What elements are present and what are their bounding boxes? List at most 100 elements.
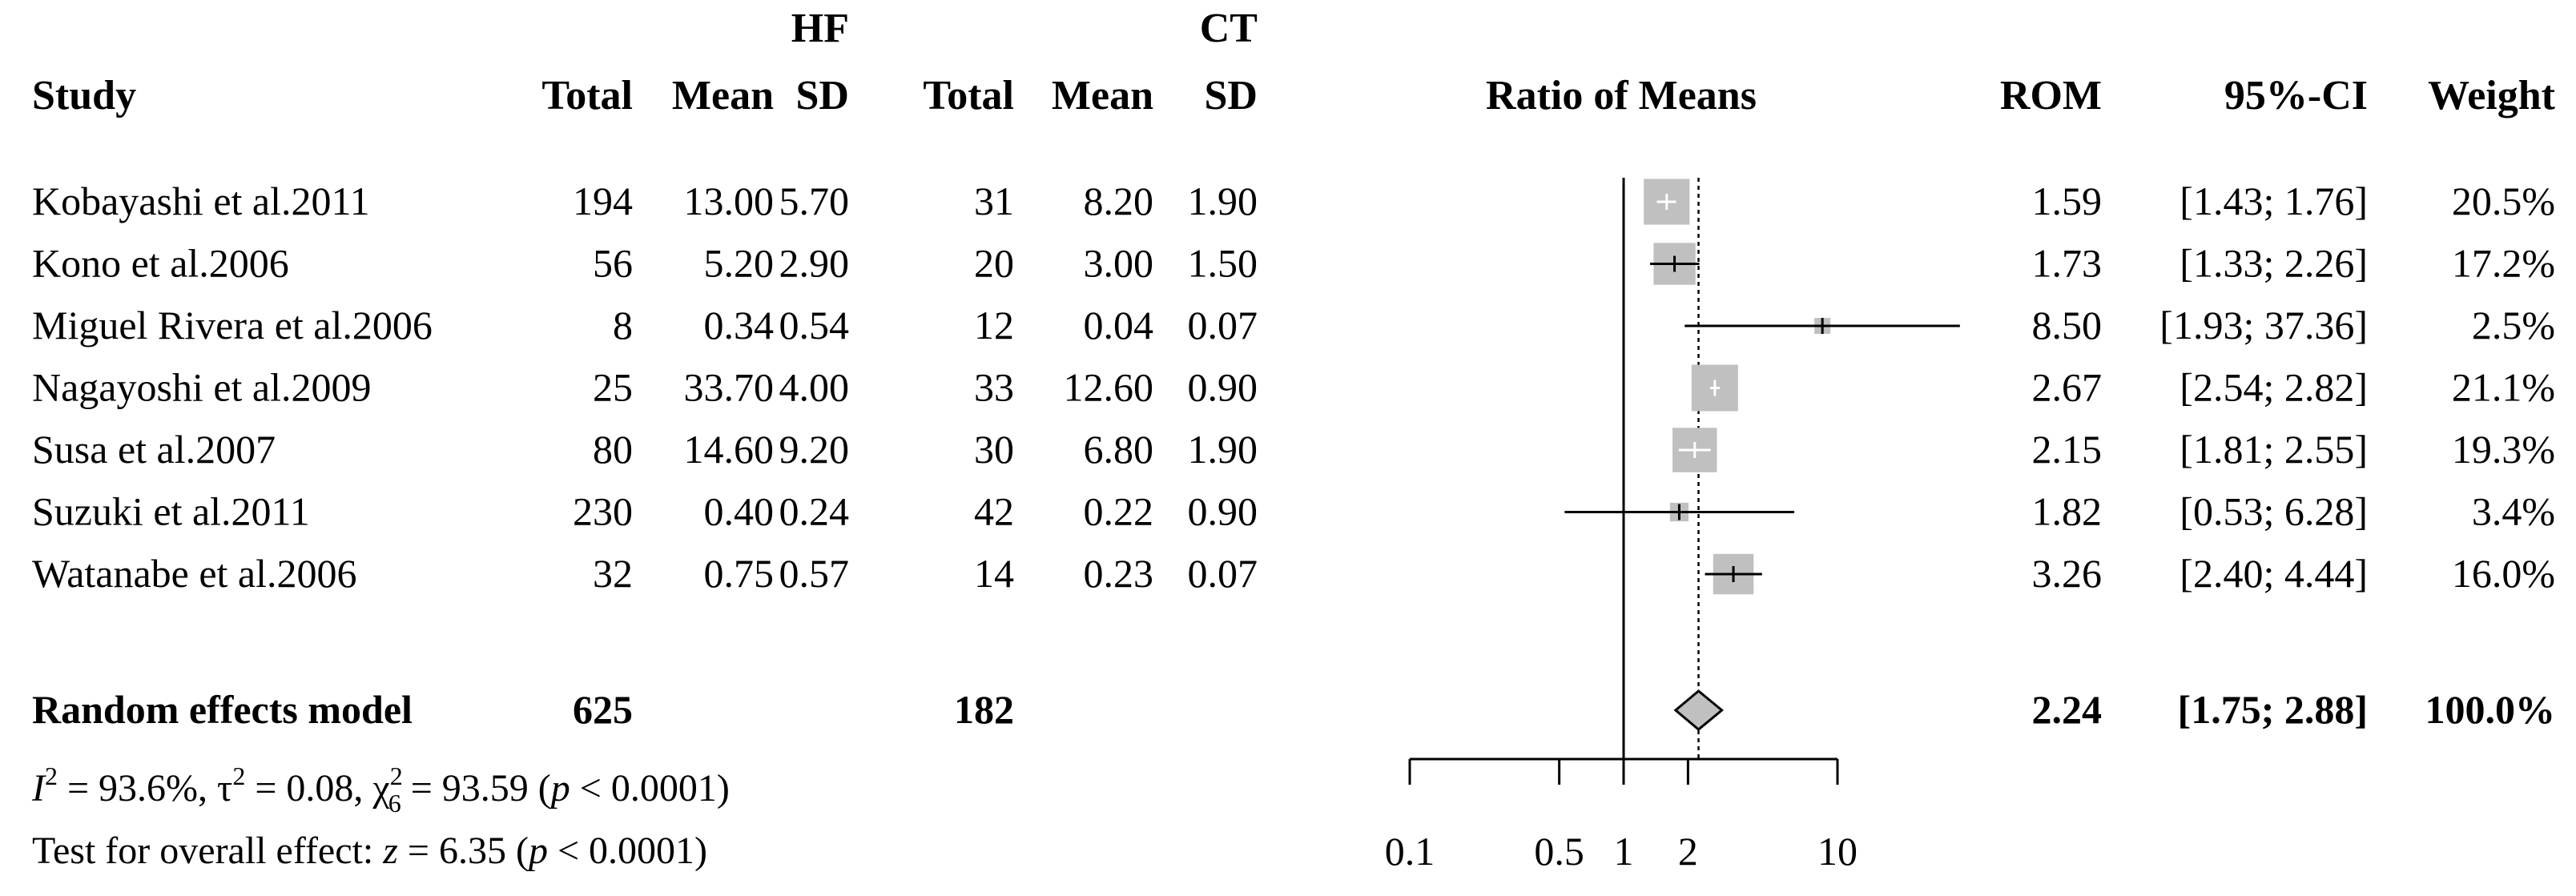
ct-total: 30 bbox=[974, 427, 1014, 472]
study-name: Miguel Rivera et al.2006 bbox=[32, 303, 433, 348]
hf-mean: 13.00 bbox=[684, 179, 775, 223]
weight-value: 16.0% bbox=[2452, 551, 2555, 596]
pooled-ct-total: 182 bbox=[954, 687, 1014, 732]
hf-total: 32 bbox=[593, 551, 633, 596]
rom-value: 1.82 bbox=[2032, 489, 2103, 534]
rom-value: 1.73 bbox=[2032, 241, 2103, 286]
ct-total: 42 bbox=[974, 489, 1014, 534]
study-name: Kono et al.2006 bbox=[32, 241, 289, 286]
ct-mean: 0.04 bbox=[1084, 303, 1154, 348]
pooled-rom: 2.24 bbox=[2032, 687, 2103, 732]
ci-value: [1.33; 2.26] bbox=[2180, 241, 2368, 286]
footnotes: I2 = 93.6%, τ2 = 0.08, χ2 6 = 93.59 (p < … bbox=[31, 761, 730, 872]
hf-sd: 5.70 bbox=[779, 179, 850, 223]
x-tick-label: 10 bbox=[1817, 829, 1858, 874]
hf-total: 56 bbox=[593, 241, 633, 286]
pooled-hf-total: 625 bbox=[573, 687, 633, 732]
pooled-ci: [1.75; 2.88] bbox=[2178, 687, 2368, 732]
study-row: Kono et al.2006 56 5.20 2.90 20 3.00 1.50 1.73 [… bbox=[32, 241, 2555, 286]
hf-mean: 0.40 bbox=[704, 489, 775, 534]
pooled-diamond bbox=[1673, 689, 1725, 731]
pooled-weight: 100.0% bbox=[2425, 687, 2556, 732]
ci-value: [1.81; 2.55] bbox=[2180, 427, 2368, 472]
ct-mean: 3.00 bbox=[1084, 241, 1154, 286]
ct-total-header: Total bbox=[923, 73, 1014, 119]
ct-total: 14 bbox=[974, 551, 1014, 596]
ct-sd: 0.90 bbox=[1188, 489, 1258, 534]
study-row: Susa et al.2007 80 14.60 9.20 30 6.80 1.90 2.15… bbox=[32, 427, 2555, 472]
ct-mean: 0.22 bbox=[1084, 489, 1154, 534]
study-rows: Kobayashi et al.2011 194 13.00 5.70 31 8.20 1.… bbox=[32, 179, 2555, 596]
ci-header: 95%-CI bbox=[2224, 73, 2368, 119]
ci-value: [2.40; 4.44] bbox=[2180, 551, 2368, 596]
ct-sd: 0.07 bbox=[1188, 551, 1258, 596]
ct-sd: 1.90 bbox=[1188, 427, 1258, 472]
weight-value: 17.2% bbox=[2452, 241, 2555, 286]
ct-total: 33 bbox=[974, 365, 1014, 410]
header: HF CT Study Total Mean SD Total Mean SD … bbox=[32, 6, 2556, 119]
study-header: Study bbox=[32, 73, 136, 119]
hf-total: 80 bbox=[593, 427, 633, 472]
weight-value: 19.3% bbox=[2452, 427, 2555, 472]
study-name: Susa et al.2007 bbox=[32, 427, 276, 472]
ct-mean: 6.80 bbox=[1084, 427, 1154, 472]
hf-sd: 4.00 bbox=[779, 365, 850, 410]
weight-value: 21.1% bbox=[2452, 365, 2555, 410]
hf-mean-header: Mean bbox=[672, 73, 774, 119]
study-name: Nagayoshi et al.2009 bbox=[32, 365, 372, 410]
hf-mean: 14.60 bbox=[684, 427, 775, 472]
pooled-label: Random effects model bbox=[32, 687, 413, 732]
study-name: Kobayashi et al.2011 bbox=[32, 179, 370, 223]
hf-mean: 0.34 bbox=[704, 303, 775, 348]
weight-value: 20.5% bbox=[2452, 179, 2555, 223]
weight-value: 2.5% bbox=[2472, 303, 2555, 348]
ct-total: 12 bbox=[974, 303, 1014, 348]
x-axis: 0.1 0.5 1 2 10 bbox=[1385, 757, 1858, 874]
ct-mean: 8.20 bbox=[1084, 179, 1154, 223]
weight-value: 3.4% bbox=[2472, 489, 2555, 534]
ct-sd: 1.50 bbox=[1188, 241, 1258, 286]
rom-value: 3.26 bbox=[2032, 551, 2103, 596]
hf-sd: 0.57 bbox=[779, 551, 850, 596]
overall-effect-test: Test for overall effect: z = 6.35 (p < 0… bbox=[32, 830, 707, 872]
ct-sd: 0.90 bbox=[1188, 365, 1258, 410]
ct-sd: 1.90 bbox=[1188, 179, 1258, 223]
ci-value: [0.53; 6.28] bbox=[2180, 489, 2368, 534]
ct-group-label: CT bbox=[1200, 6, 1258, 51]
hf-mean: 0.75 bbox=[704, 551, 775, 596]
ci-value: [2.54; 2.82] bbox=[2180, 365, 2368, 410]
x-tick-label: 2 bbox=[1678, 829, 1698, 874]
hf-sd-header: SD bbox=[796, 73, 849, 119]
hf-total-header: Total bbox=[541, 73, 633, 119]
ci-value: [1.93; 37.36] bbox=[2159, 303, 2368, 348]
hf-total: 230 bbox=[573, 489, 633, 534]
rom-value: 1.59 bbox=[2032, 179, 2103, 223]
study-name: Watanabe et al.2006 bbox=[32, 551, 357, 596]
ct-total: 20 bbox=[974, 241, 1014, 286]
plot-title: Ratio of Means bbox=[1486, 73, 1757, 119]
rom-value: 8.50 bbox=[2032, 303, 2103, 348]
hf-total: 8 bbox=[613, 303, 633, 348]
study-row: Suzuki et al.2011 230 0.40 0.24 42 0.22 0.90 1.… bbox=[32, 489, 2555, 534]
hf-sd: 0.24 bbox=[779, 489, 850, 534]
ct-mean-header: Mean bbox=[1052, 73, 1153, 119]
study-name: Suzuki et al.2011 bbox=[32, 489, 310, 534]
study-row: Kobayashi et al.2011 194 13.00 5.70 31 8.20 1.… bbox=[32, 179, 2555, 225]
hf-sd: 2.90 bbox=[779, 241, 850, 286]
hf-total: 25 bbox=[593, 365, 633, 410]
rom-header: ROM bbox=[2000, 73, 2102, 119]
x-tick-label: 1 bbox=[1614, 829, 1634, 874]
ct-mean: 0.23 bbox=[1084, 551, 1154, 596]
hf-group-label: HF bbox=[791, 6, 849, 51]
hf-mean: 33.70 bbox=[684, 365, 775, 410]
study-row: Nagayoshi et al.2009 25 33.70 4.00 33 12.60 0.… bbox=[32, 364, 2555, 412]
study-row: Watanabe et al.2006 32 0.75 0.57 14 0.23 0.07 3… bbox=[32, 551, 2555, 596]
ct-sd-header: SD bbox=[1205, 73, 1258, 119]
hf-sd: 0.54 bbox=[779, 303, 850, 348]
ci-value: [1.43; 1.76] bbox=[2180, 179, 2368, 223]
heterogeneity-stats: I2 = 93.6%, τ2 = 0.08, χ2 6 = 93.59 (p < … bbox=[31, 761, 730, 818]
x-tick-label: 0.5 bbox=[1534, 829, 1584, 874]
ct-sd: 0.07 bbox=[1188, 303, 1258, 348]
